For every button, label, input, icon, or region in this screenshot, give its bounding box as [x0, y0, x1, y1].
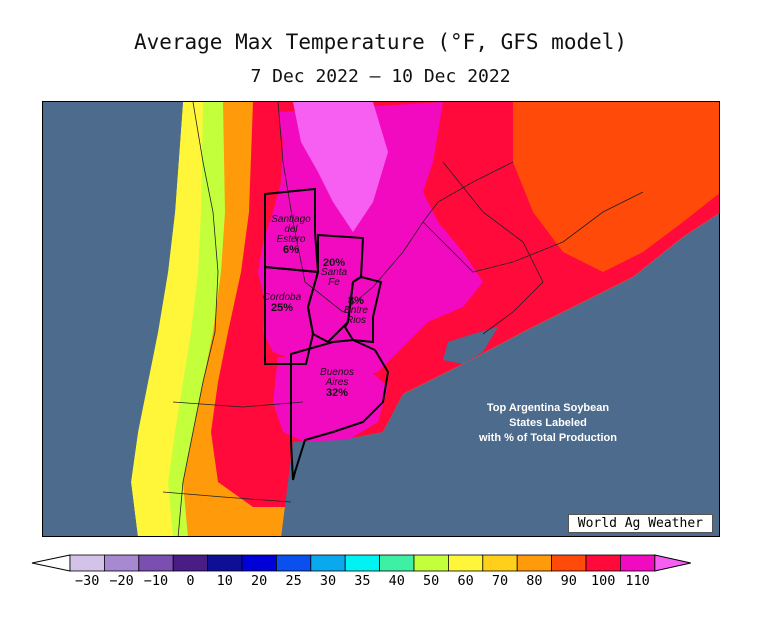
- santiago-del-estero-line2: del: [284, 224, 298, 235]
- chile-coast-ocean: [43, 102, 183, 536]
- land-magenta-south: [273, 357, 388, 442]
- legend-tick-label: 0: [186, 573, 195, 589]
- land-magenta-core: [258, 102, 483, 377]
- buenos-aires-line1: Buenos: [320, 367, 354, 378]
- legend-swatch: [482, 554, 518, 572]
- santiago-del-estero-line1: Santiago: [271, 214, 311, 225]
- legend-swatch: [516, 554, 553, 572]
- country-borders: [162, 102, 644, 536]
- buenos-aires-line2: Aires: [325, 377, 349, 388]
- legend-swatch: [379, 554, 415, 572]
- legend-swatch: [585, 554, 621, 572]
- buenos-aires-share: 32%: [325, 387, 349, 399]
- buenos-aires-label: Buenos Aires 32%: [309, 367, 365, 399]
- date-range-subtitle: 7 Dec 2022 — 10 Dec 2022: [250, 66, 511, 87]
- entre-rios-line2: Rios: [345, 315, 366, 326]
- legend-tick-label: 10: [216, 573, 233, 589]
- legend-high-arrow: [654, 554, 691, 572]
- legend-tick-label: 100: [590, 573, 616, 589]
- legend-tick-label: 70: [491, 573, 509, 589]
- legend-tick-label: 60: [457, 573, 474, 589]
- temperature-map: Santiago del Estero 6% 20% Santa Fe Cord…: [42, 101, 720, 537]
- cordoba-share: 25%: [270, 302, 294, 314]
- legend-swatch: [241, 554, 277, 572]
- cordoba-outline: [264, 265, 320, 365]
- legend-tick-label: −10: [143, 573, 169, 589]
- legend-swatch: [413, 554, 449, 572]
- note-line1: Top Argentina Soybean: [486, 402, 610, 414]
- legend-swatch: [207, 554, 243, 572]
- santiago-del-estero-label: Santiago del Estero 6%: [265, 214, 317, 256]
- legend-swatch: [310, 554, 346, 572]
- legend-colorbar: [31, 554, 691, 572]
- entre-rios-share: 8%: [348, 295, 364, 307]
- rio-de-la-plata: [443, 327, 498, 364]
- legend-tick-label: 80: [526, 573, 543, 589]
- legend-tick-label: −30: [74, 573, 100, 589]
- legend-tick-label: 20: [251, 573, 268, 589]
- santa-fe-line1: Santa: [320, 267, 348, 278]
- soybean-state-outlines: [264, 187, 390, 481]
- legend-tick-label: 25: [285, 573, 302, 589]
- legend-tick-label: 110: [625, 573, 650, 589]
- note-line2: States Labeled: [509, 417, 587, 429]
- legend-tick-label: −20: [109, 573, 134, 589]
- legend-tick-label: 35: [354, 573, 371, 589]
- legend-tick-label: 40: [388, 573, 405, 589]
- legend-tick-label: 30: [319, 573, 337, 589]
- buenos-aires-outline: [290, 338, 390, 481]
- santiago-del-estero-outline: [264, 187, 320, 274]
- color-legend: −30 −20 −10 0 10 20 25 30 35 40 50 60 70 80 90 100 110: [30, 553, 730, 603]
- santiago-del-estero-line3: Estero: [276, 234, 306, 245]
- map-canvas: [43, 102, 719, 536]
- legend-swatch: [551, 554, 587, 572]
- legend-swatch: [447, 554, 484, 572]
- cordoba-line1: Cordoba: [262, 292, 302, 303]
- legend-swatch: [138, 554, 174, 572]
- legend-low-arrow: [31, 554, 71, 572]
- legend-swatch: [344, 554, 381, 572]
- legend-tick-label: 50: [423, 573, 440, 589]
- santa-fe-label: 20% Santa Fe: [311, 258, 357, 288]
- legend-swatch: [104, 554, 140, 572]
- legend-swatch: [620, 554, 656, 572]
- santa-fe-share: 20%: [322, 257, 346, 269]
- legend-swatch: [275, 554, 312, 572]
- land-pink-north: [293, 102, 388, 232]
- legend-swatch: [69, 554, 105, 572]
- land-hot-northeast: [513, 102, 719, 272]
- soybean-note: Top Argentina Soybean States Labeled wit…: [458, 401, 638, 446]
- note-line3: with % of Total Production: [479, 432, 617, 444]
- santiago-del-estero-share: 6%: [283, 244, 299, 256]
- legend-swatch: [172, 554, 208, 572]
- map-title: Average Max Temperature (°F, GFS model): [133, 30, 628, 54]
- entre-rios-label: 8% Entre Rios: [337, 296, 375, 326]
- credit-badge: World Ag Weather: [567, 514, 713, 533]
- south-coast-ocean: [281, 394, 415, 536]
- entre-rios-line1: Entre: [344, 305, 368, 316]
- legend-tick-label: 90: [560, 573, 577, 589]
- santa-fe-line2: Fe: [328, 277, 340, 288]
- cordoba-label: Cordoba 25%: [255, 292, 309, 314]
